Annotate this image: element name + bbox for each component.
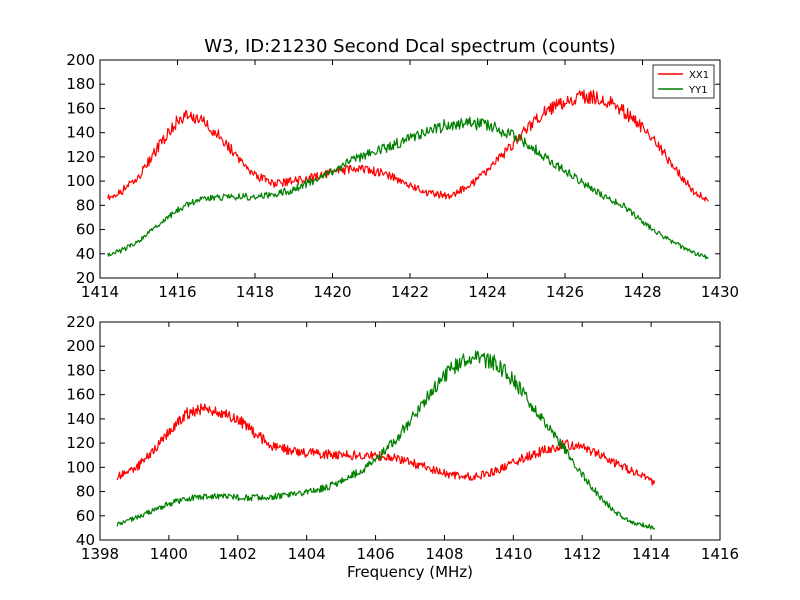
bottom-chart-x-tick-label: 1406 — [356, 545, 394, 563]
bottom-chart-line-series-2 — [116, 350, 656, 530]
top-chart-y-tick-label: 60 — [76, 221, 95, 239]
top-chart-y-tick-label: 160 — [66, 99, 95, 117]
bottom-chart-frame — [99, 321, 721, 541]
top-chart-y-tick-label: 120 — [66, 148, 95, 166]
bottom-chart-x-tick-label: 1416 — [701, 545, 739, 563]
top-chart-y-tick-label: 20 — [76, 269, 95, 287]
top-chart-x-tick-label: 1426 — [546, 283, 584, 301]
bottom-chart-x-tick-label: 1404 — [288, 545, 326, 563]
top-chart-y-tick-label: 100 — [66, 172, 95, 190]
top-chart-x-tick-label: 1430 — [701, 283, 739, 301]
bottom-chart-line-series-1 — [116, 403, 656, 486]
top-chart-line-yy1 — [107, 116, 709, 260]
bottom-chart-x-tick-label: 1402 — [219, 545, 257, 563]
bottom-chart-x-tick-label: 1412 — [563, 545, 601, 563]
top-chart-x-tick-label: 1414 — [81, 283, 119, 301]
bottom-chart-y-tick-label: 80 — [76, 483, 95, 501]
top-chart-y-tick-label: 140 — [66, 124, 95, 142]
bottom-chart-y-tick-label: 220 — [66, 313, 95, 331]
legend-label-yy1: YY1 — [688, 85, 708, 96]
top-chart: W3, ID:21230 Second Dcal spectrum (count… — [66, 36, 739, 301]
bottom-chart-y-tick-label: 180 — [66, 361, 95, 379]
top-chart-series-layer — [107, 89, 709, 260]
bottom-chart-series-layer — [116, 350, 656, 530]
bottom-chart-y-tick-label: 120 — [66, 434, 95, 452]
top-chart-x-tick-label: 1420 — [313, 283, 351, 301]
top-chart-legend: XX1 YY1 — [652, 64, 715, 99]
bottom-chart-y-ticks: 40 60 80 100 120 140 160 180 200 220 — [66, 313, 720, 549]
top-chart-x-tick-label: 1418 — [236, 283, 274, 301]
bottom-chart-x-axis-label: Frequency (MHz) — [347, 563, 473, 581]
top-chart-line-xx1 — [107, 89, 709, 202]
top-chart-x-ticks: 1414 1416 1418 1420 1422 1424 1426 1428 1430 — [81, 60, 739, 301]
bottom-chart-x-tick-label: 1400 — [150, 545, 188, 563]
top-chart-title: W3, ID:21230 Second Dcal spectrum (count… — [204, 36, 616, 57]
legend-box — [652, 64, 715, 99]
top-chart-x-tick-label: 1422 — [391, 283, 429, 301]
bottom-chart-x-tick-label: 1408 — [425, 545, 463, 563]
bottom-chart-y-tick-label: 160 — [66, 386, 95, 404]
bottom-chart: 1398 1400 1402 1404 1406 1408 1410 1412 1414 1416… — [66, 313, 739, 581]
bottom-chart-y-tick-label: 200 — [66, 337, 95, 355]
top-chart-y-tick-label: 80 — [76, 196, 95, 214]
top-chart-x-tick-label: 1424 — [468, 283, 506, 301]
bottom-chart-x-ticks: 1398 1400 1402 1404 1406 1408 1410 1412 1414 1416 — [81, 322, 739, 563]
top-chart-y-tick-label: 180 — [66, 75, 95, 93]
top-chart-y-ticks: 20 40 60 80 100 120 140 160 180 200 — [66, 51, 720, 287]
top-chart-y-tick-label: 40 — [76, 245, 95, 263]
bottom-chart-y-tick-label: 100 — [66, 458, 95, 476]
bottom-chart-x-tick-label: 1410 — [494, 545, 532, 563]
bottom-chart-x-tick-label: 1414 — [632, 545, 670, 563]
legend-label-xx1: XX1 — [689, 70, 709, 81]
top-chart-y-tick-label: 200 — [66, 51, 95, 69]
bottom-chart-y-tick-label: 60 — [76, 507, 95, 525]
bottom-chart-y-tick-label: 140 — [66, 410, 95, 428]
top-chart-x-tick-label: 1416 — [158, 283, 196, 301]
bottom-chart-y-tick-label: 40 — [76, 531, 95, 549]
bottom-chart-x-tick-label: 1398 — [81, 545, 119, 563]
top-chart-x-tick-label: 1428 — [623, 283, 661, 301]
